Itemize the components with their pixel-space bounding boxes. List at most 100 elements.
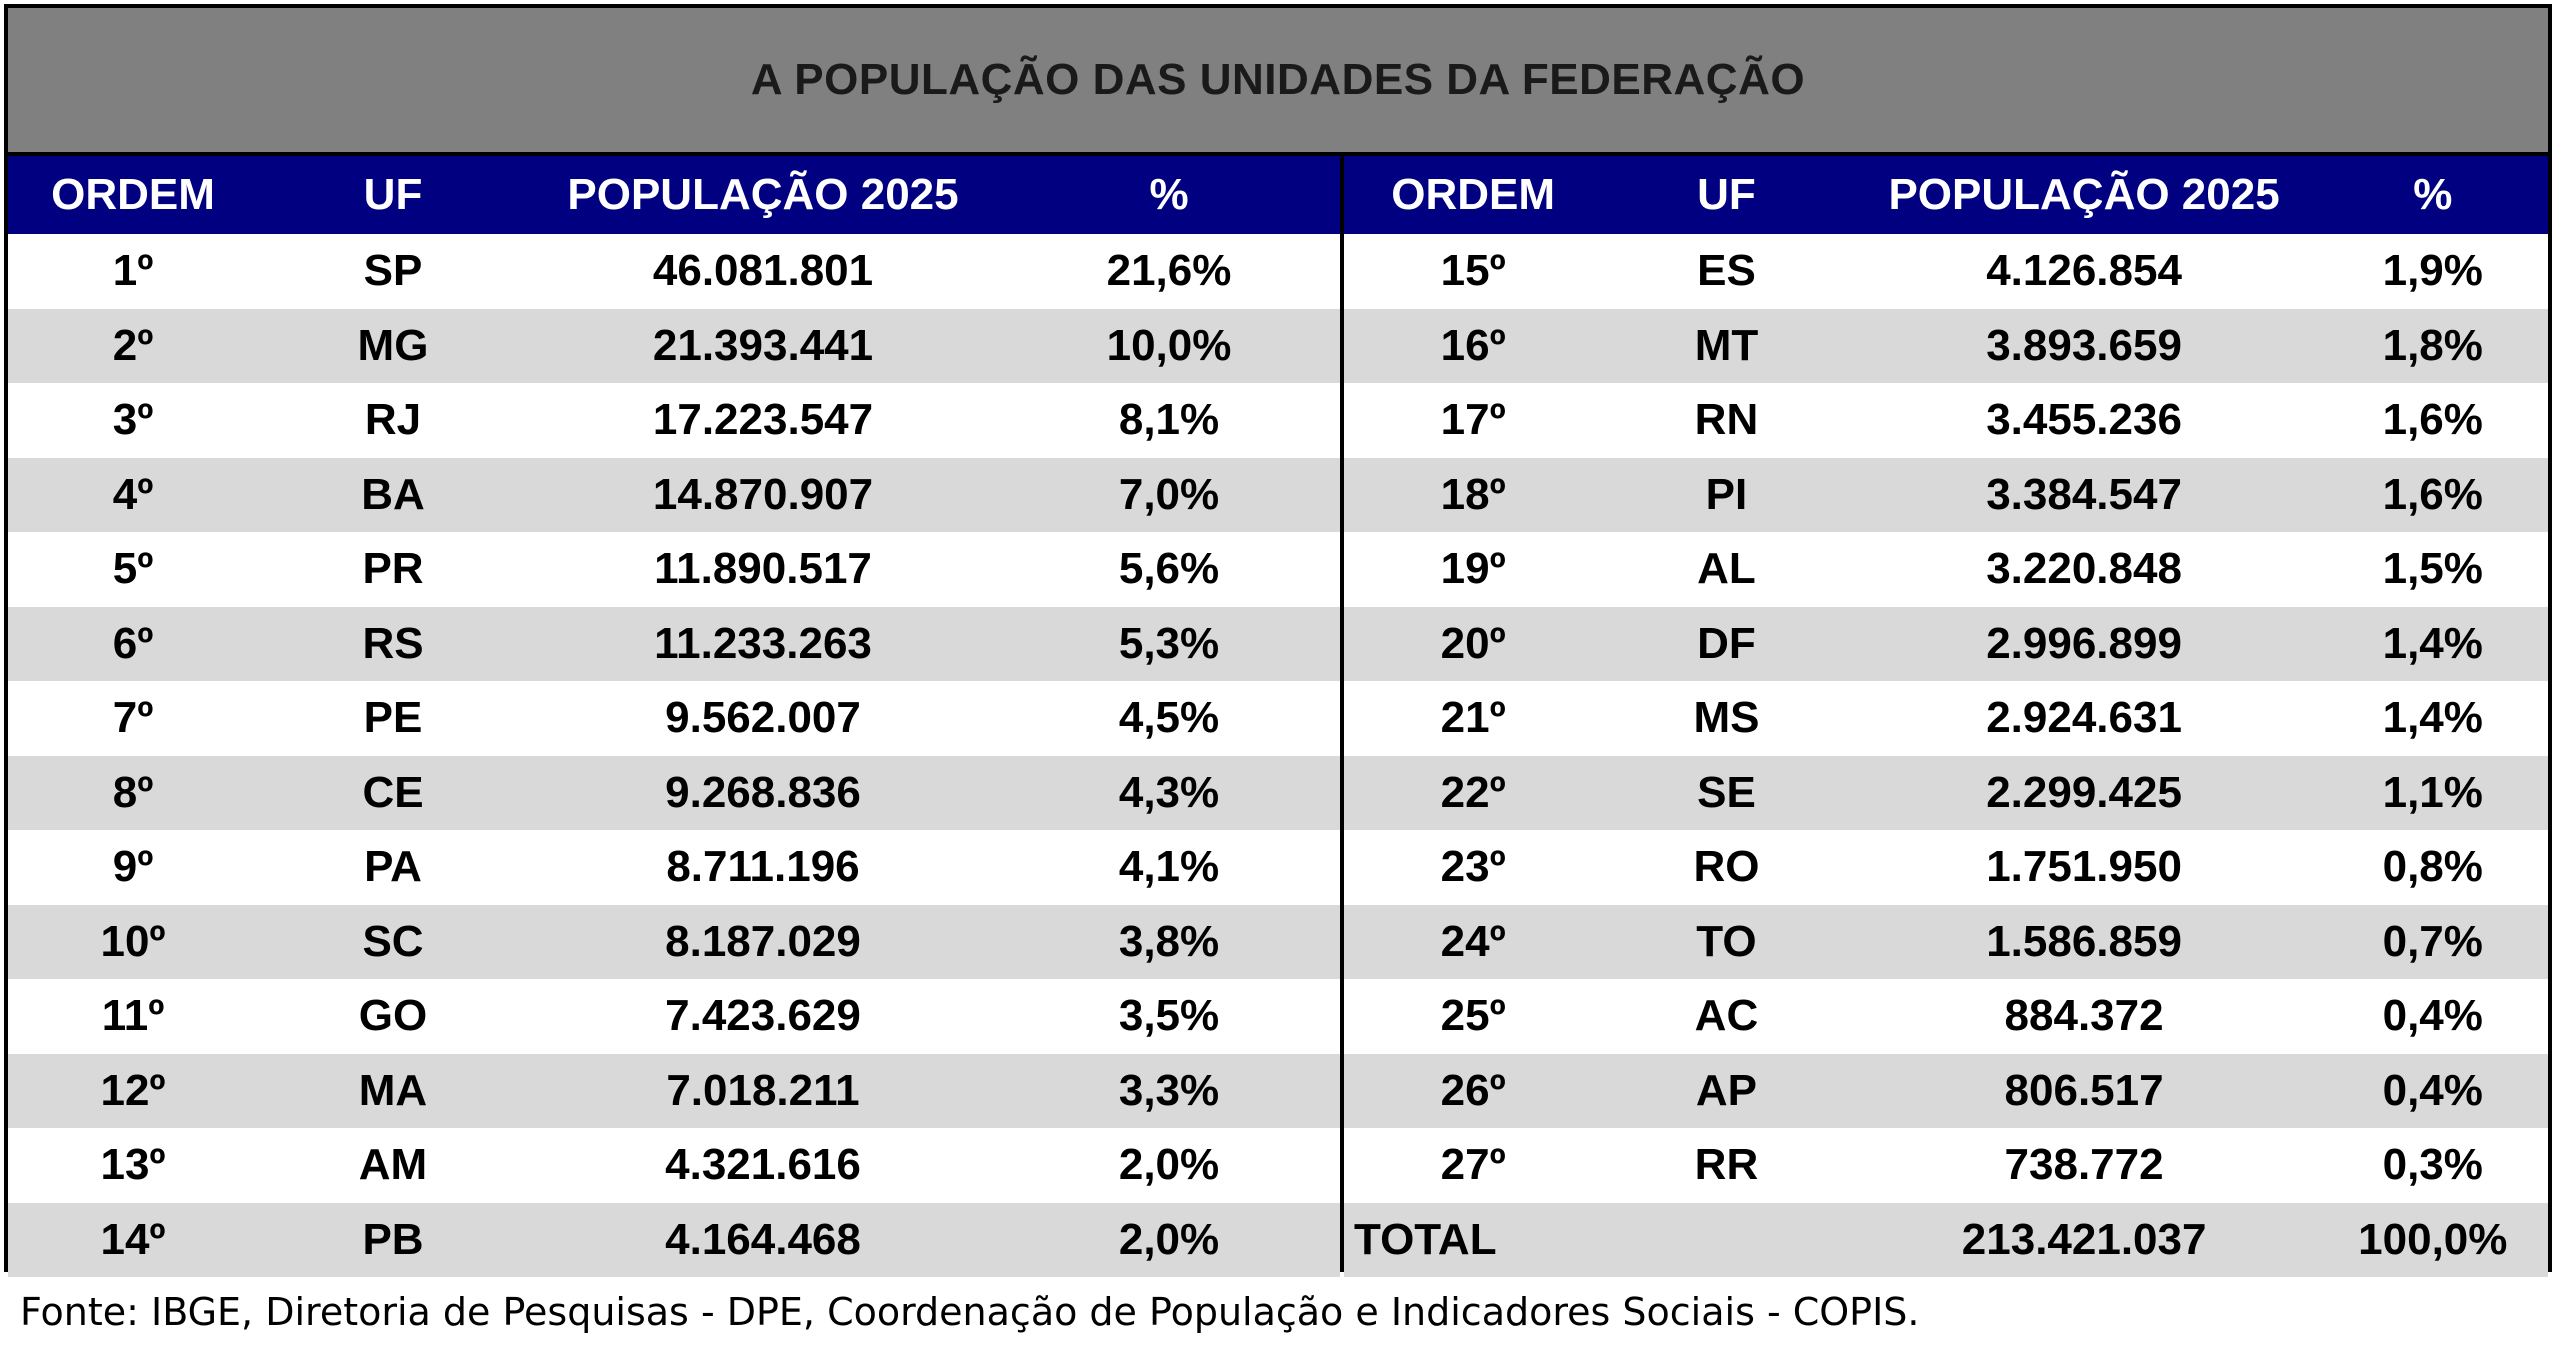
cell-ordem: 1º bbox=[112, 246, 154, 296]
table-row: 20º DF 2.996.899 1,4% bbox=[1344, 606, 2548, 681]
cell-uf: ES bbox=[1697, 246, 1756, 296]
population-table: A POPULAÇÃO DAS UNIDADES DA FEDERAÇÃO OR… bbox=[4, 4, 2552, 1277]
table-row: 18º PI 3.384.547 1,6% bbox=[1344, 457, 2548, 532]
cell-populacao: 7.018.211 bbox=[666, 1065, 860, 1115]
cell-pct: 5,3% bbox=[1118, 618, 1220, 668]
cell-ordem: 10º bbox=[100, 916, 166, 966]
table-row: 15º ES 4.126.854 1,9% bbox=[1344, 234, 2548, 309]
column-divider bbox=[1340, 156, 1344, 1268]
cell-ordem: 25º bbox=[1440, 991, 1506, 1041]
cell-uf: MS bbox=[1693, 693, 1760, 743]
table-row: 2º MG 21.393.441 10,0% bbox=[8, 308, 1340, 383]
header-uf: UF bbox=[363, 170, 423, 219]
cell-populacao: 2.299.425 bbox=[1986, 767, 2182, 817]
cell-pct: 5,6% bbox=[1118, 544, 1220, 594]
cell-populacao: 2.996.899 bbox=[1986, 618, 2182, 668]
cell-populacao: 9.562.007 bbox=[665, 693, 861, 743]
cell-ordem: 9º bbox=[112, 842, 154, 892]
header-populacao: POPULAÇÃO 2025 bbox=[1888, 170, 2280, 219]
cell-populacao: 11.890.517 bbox=[654, 544, 872, 594]
table-row: 12º MA 7.018.211 3,3% bbox=[8, 1053, 1340, 1128]
left-table-column: ORDEM UF POPULAÇÃO 2025 % 1º SP 46.081.801… bbox=[8, 156, 1340, 1277]
cell-uf: TO bbox=[1696, 916, 1757, 966]
cell-ordem: 27º bbox=[1440, 1140, 1506, 1190]
cell-ordem: 14º bbox=[100, 1214, 166, 1264]
cell-pct: 21,6% bbox=[1106, 246, 1232, 296]
table-row: 7º PE 9.562.007 4,5% bbox=[8, 681, 1340, 756]
cell-ordem: 15º bbox=[1440, 246, 1506, 296]
cell-pct: 7,0% bbox=[1118, 469, 1220, 519]
cell-populacao: 14.870.907 bbox=[652, 469, 874, 519]
cell-pct: 3,5% bbox=[1118, 991, 1220, 1041]
header-ordem: ORDEM bbox=[51, 170, 215, 219]
cell-populacao: 11.233.263 bbox=[654, 618, 872, 668]
cell-uf: RN bbox=[1694, 395, 1759, 445]
cell-uf: MA bbox=[358, 1065, 428, 1115]
table-row: 8º CE 9.268.836 4,3% bbox=[8, 755, 1340, 830]
cell-ordem: 22º bbox=[1440, 767, 1506, 817]
cell-pct: 8,1% bbox=[1118, 395, 1220, 445]
cell-uf: AP bbox=[1695, 1065, 1758, 1115]
total-populacao: 213.421.037 bbox=[1961, 1214, 2207, 1264]
header-pct: % bbox=[2413, 170, 2453, 219]
table-row: 26º AP 806.517 0,4% bbox=[1344, 1053, 2548, 1128]
cell-ordem: 7º bbox=[112, 693, 154, 743]
cell-populacao: 3.455.236 bbox=[1986, 395, 2182, 445]
table-title-bar: A POPULAÇÃO DAS UNIDADES DA FEDERAÇÃO bbox=[8, 8, 2548, 156]
cell-ordem: 4º bbox=[112, 469, 154, 519]
table-row: 24º TO 1.586.859 0,7% bbox=[1344, 904, 2548, 979]
cell-ordem: 13º bbox=[100, 1140, 166, 1190]
cell-ordem: 17º bbox=[1440, 395, 1506, 445]
table-title: A POPULAÇÃO DAS UNIDADES DA FEDERAÇÃO bbox=[750, 55, 1806, 104]
cell-populacao: 1.751.950 bbox=[1986, 842, 2182, 892]
cell-uf: PR bbox=[362, 544, 424, 594]
cell-ordem: 11º bbox=[101, 991, 165, 1041]
cell-pct: 1,4% bbox=[2382, 693, 2483, 743]
cell-pct: 2,0% bbox=[1118, 1140, 1220, 1190]
cell-uf: RR bbox=[1694, 1140, 1759, 1190]
header-populacao: POPULAÇÃO 2025 bbox=[567, 170, 959, 219]
table-row: 11º GO 7.423.629 3,5% bbox=[8, 979, 1340, 1054]
cell-ordem: 5º bbox=[112, 544, 154, 594]
cell-populacao: 4.321.616 bbox=[665, 1140, 861, 1190]
cell-uf: PB bbox=[362, 1214, 424, 1264]
table-row: 6º RS 11.233.263 5,3% bbox=[8, 606, 1340, 681]
cell-populacao: 4.126.854 bbox=[1986, 246, 2182, 296]
table-row: 14º PB 4.164.468 2,0% bbox=[8, 1202, 1340, 1277]
cell-ordem: 6º bbox=[112, 618, 154, 668]
cell-pct: 4,1% bbox=[1118, 842, 1220, 892]
cell-pct: 1,5% bbox=[2382, 544, 2483, 594]
cell-uf: RS bbox=[362, 618, 424, 668]
cell-uf: SP bbox=[363, 246, 423, 296]
table-row: 10º SC 8.187.029 3,8% bbox=[8, 904, 1340, 979]
table-row: 9º PA 8.711.196 4,1% bbox=[8, 830, 1340, 905]
cell-uf: RO bbox=[1693, 842, 1760, 892]
left-table-body: 1º SP 46.081.801 21,6% 2º MG 21.393.441 10,0% 3º… bbox=[8, 234, 1340, 1277]
cell-uf: AM bbox=[358, 1140, 428, 1190]
cell-pct: 1,6% bbox=[2382, 469, 2483, 519]
cell-populacao: 4.164.468 bbox=[665, 1214, 861, 1264]
cell-populacao: 3.384.547 bbox=[1986, 469, 2182, 519]
total-label: TOTAL bbox=[1354, 1214, 1497, 1264]
cell-uf: AC bbox=[1694, 991, 1759, 1041]
cell-ordem: 26º bbox=[1440, 1065, 1506, 1115]
cell-ordem: 19º bbox=[1440, 544, 1506, 594]
cell-populacao: 17.223.547 bbox=[652, 395, 874, 445]
table-row: 19º AL 3.220.848 1,5% bbox=[1344, 532, 2548, 607]
right-table-column: ORDEM UF POPULAÇÃO 2025 % 15º ES 4.126.854… bbox=[1344, 156, 2548, 1277]
cell-uf: CE bbox=[362, 767, 424, 817]
table-row: 23º RO 1.751.950 0,8% bbox=[1344, 830, 2548, 905]
cell-ordem: 23º bbox=[1440, 842, 1506, 892]
cell-populacao: 3.893.659 bbox=[1986, 320, 2182, 370]
right-header-row: ORDEM UF POPULAÇÃO 2025 % bbox=[1344, 156, 2548, 234]
cell-populacao: 21.393.441 bbox=[652, 320, 874, 370]
cell-ordem: 21º bbox=[1440, 693, 1506, 743]
source-note: Fonte: IBGE, Diretoria de Pesquisas - DP… bbox=[20, 1290, 1920, 1334]
cell-populacao: 2.924.631 bbox=[1986, 693, 2182, 743]
right-table-body: 15º ES 4.126.854 1,9% 16º MT 3.893.659 1,8% 17º R… bbox=[1344, 234, 2548, 1203]
table-row: 4º BA 14.870.907 7,0% bbox=[8, 457, 1340, 532]
cell-ordem: 2º bbox=[112, 320, 154, 370]
cell-pct: 1,9% bbox=[2382, 246, 2483, 296]
cell-pct: 1,6% bbox=[2382, 395, 2483, 445]
table-row: 3º RJ 17.223.547 8,1% bbox=[8, 383, 1340, 458]
